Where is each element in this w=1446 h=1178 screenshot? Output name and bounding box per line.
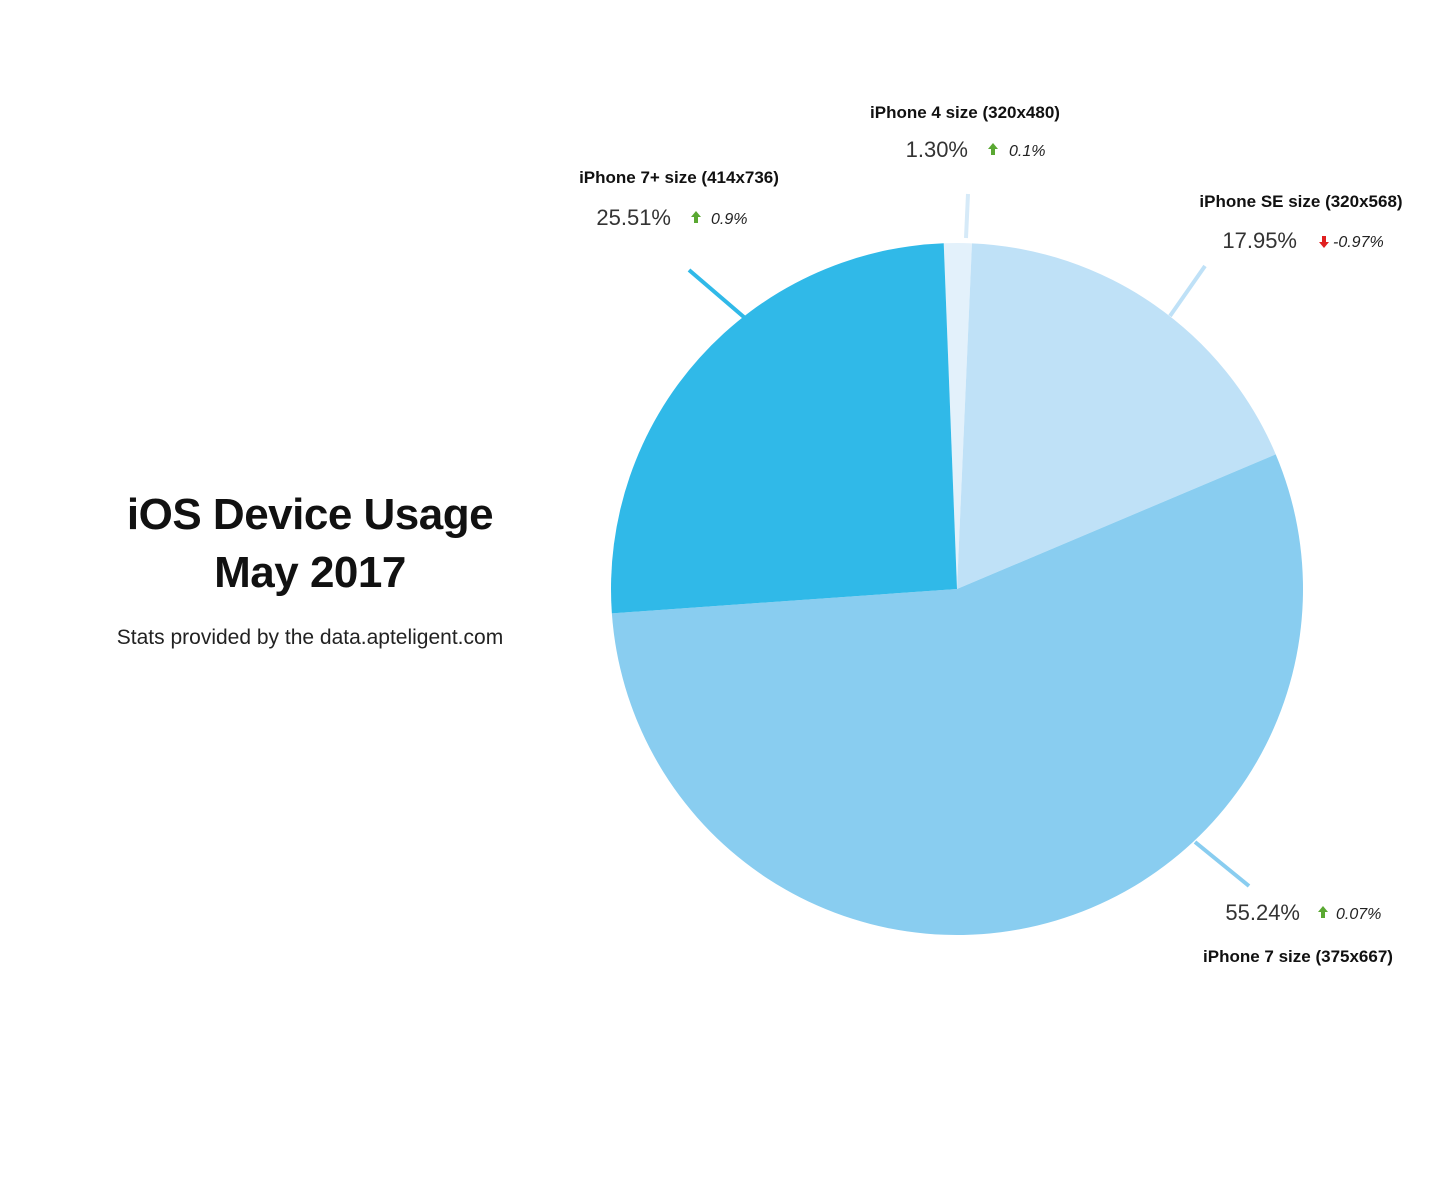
slice-change-label: 0.07% [1336, 906, 1381, 923]
slice-label: iPhone SE size (320x568) [1199, 192, 1402, 211]
slice-value-label: 17.95% [1222, 228, 1297, 253]
chart-title: iOS Device Usage May 2017 [60, 486, 560, 602]
title-line-2: May 2017 [214, 548, 406, 597]
leader-line [687, 268, 747, 320]
arrow-up-icon [988, 143, 998, 155]
pie-slice [943, 243, 972, 589]
slice-value-label: 25.51% [596, 205, 671, 230]
leader-line [1193, 840, 1251, 888]
slice-change-label: 0.1% [1009, 143, 1045, 160]
arrow-down-icon [1319, 236, 1329, 248]
slice-value-label: 55.24% [1225, 900, 1300, 925]
pie-slice [611, 243, 957, 614]
slice-label: iPhone 4 size (320x480) [870, 103, 1060, 122]
pie-slice [957, 243, 1276, 589]
leader-line [1168, 264, 1207, 318]
leader-line [964, 193, 970, 239]
slice-value-label: 1.30% [906, 137, 968, 162]
title-line-1: iOS Device Usage [126, 490, 494, 539]
arrow-up-icon [1318, 906, 1328, 918]
pie-slices [611, 243, 1304, 936]
slice-change-label: 0.9% [711, 211, 747, 228]
chart-subtitle: Stats provided by the data.apteligent.co… [116, 626, 504, 649]
arrow-up-icon [691, 211, 701, 223]
slice-label: iPhone 7 size (375x667) [1203, 947, 1393, 966]
pie-slice [611, 454, 1304, 936]
slice-change-label: -0.97% [1333, 234, 1384, 251]
pie-labels: iPhone 4 size (320x480) 1.30% 0.1% iPhone S… [579, 103, 1403, 966]
slice-label: iPhone 7+ size (414x736) [579, 168, 779, 187]
